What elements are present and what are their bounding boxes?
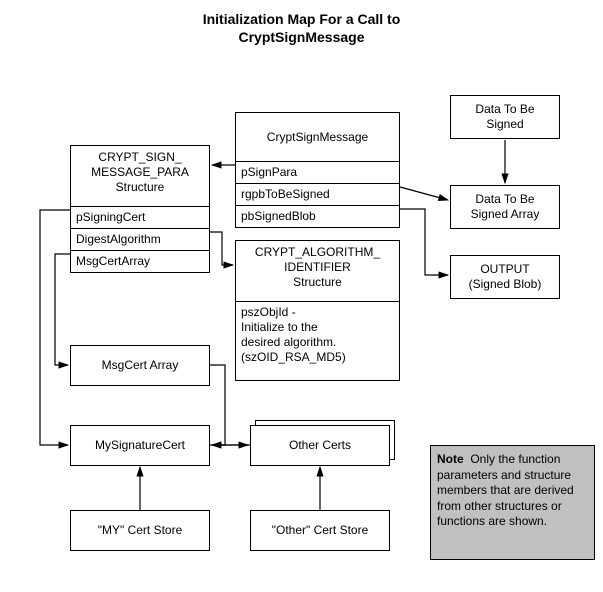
box-data-array: Data To Be Signed Array — [450, 185, 560, 229]
box-cryptsignmessage: CryptSignMessage pSignPara rgpbToBeSigne… — [235, 112, 400, 228]
row-msgcertarray: MsgCertArray — [71, 251, 209, 272]
other-cert-store-label: "Other" Cert Store — [251, 511, 389, 550]
row-pbsignedblob: pbSignedBlob — [236, 206, 399, 227]
diagram-canvas: Initialization Map For a Call to CryptSi… — [0, 0, 603, 592]
my-cert-store-label: "MY" Cert Store — [71, 511, 209, 550]
other-certs-label: Other Certs — [251, 426, 389, 465]
alg-id-header: CRYPT_ALGORITHM_ IDENTIFIER Structure — [236, 241, 399, 302]
msgcert-array-label: MsgCert Array — [71, 346, 209, 385]
alg-id-note: pszObjId - Initialize to the desired alg… — [236, 302, 399, 380]
data-to-be-signed-label: Data To Be Signed — [451, 96, 559, 138]
box-data-to-be-signed: Data To Be Signed — [450, 95, 560, 139]
diagram-title: Initialization Map For a Call to CryptSi… — [0, 10, 603, 46]
mysignaturecert-label: MySignatureCert — [71, 426, 209, 465]
output-label: OUTPUT (Signed Blob) — [451, 256, 559, 298]
box-mysignaturecert: MySignatureCert — [70, 425, 210, 466]
cryptsignmessage-header: CryptSignMessage — [236, 113, 399, 162]
box-other-certs: Other Certs — [250, 425, 390, 466]
box-other-cert-store: "Other" Cert Store — [250, 510, 390, 551]
note-label: Note — [437, 452, 464, 466]
sign-para-header: CRYPT_SIGN_ MESSAGE_PARA Structure — [71, 146, 209, 207]
box-sign-message-para: CRYPT_SIGN_ MESSAGE_PARA Structure pSign… — [70, 145, 210, 273]
box-my-cert-store: "MY" Cert Store — [70, 510, 210, 551]
row-rgpbtobesigned: rgpbToBeSigned — [236, 184, 399, 206]
row-psigningcert: pSigningCert — [71, 207, 209, 229]
data-array-label: Data To Be Signed Array — [451, 186, 559, 228]
box-msgcert-array: MsgCert Array — [70, 345, 210, 386]
note-box: Note Only the function parameters and st… — [430, 445, 595, 560]
row-digestalgorithm: DigestAlgorithm — [71, 229, 209, 251]
box-output: OUTPUT (Signed Blob) — [450, 255, 560, 299]
title-line1: Initialization Map For a Call to — [203, 11, 401, 27]
box-algorithm-identifier: CRYPT_ALGORITHM_ IDENTIFIER Structure ps… — [235, 240, 400, 381]
row-psignpara: pSignPara — [236, 162, 399, 184]
title-line2: CryptSignMessage — [238, 29, 364, 45]
